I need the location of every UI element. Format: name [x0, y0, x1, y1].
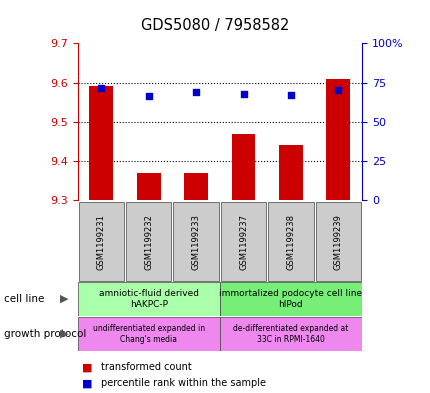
Text: de-differentiated expanded at
33C in RPMI-1640: de-differentiated expanded at 33C in RPM… — [233, 324, 348, 343]
Point — [287, 92, 294, 99]
Bar — [267, 202, 313, 281]
Bar — [137, 173, 160, 200]
Text: ■: ■ — [82, 378, 92, 388]
Text: cell line: cell line — [4, 294, 45, 304]
Bar — [326, 79, 349, 200]
Bar — [184, 173, 208, 200]
Bar — [89, 86, 113, 200]
Text: GSM1199239: GSM1199239 — [333, 214, 342, 270]
Point — [240, 91, 246, 97]
Point — [145, 93, 152, 99]
Point — [334, 86, 341, 93]
Bar — [78, 202, 124, 281]
Text: GSM1199232: GSM1199232 — [144, 214, 153, 270]
Text: GDS5080 / 7958582: GDS5080 / 7958582 — [141, 18, 289, 33]
Text: undifferentiated expanded in
Chang's media: undifferentiated expanded in Chang's med… — [92, 324, 204, 343]
Text: GSM1199238: GSM1199238 — [286, 214, 295, 270]
Bar — [126, 202, 171, 281]
Text: ■: ■ — [82, 362, 92, 373]
Text: GSM1199231: GSM1199231 — [97, 214, 105, 270]
Point — [192, 89, 199, 95]
Text: percentile rank within the sample: percentile rank within the sample — [101, 378, 266, 388]
Text: ▶: ▶ — [59, 329, 68, 339]
Bar — [220, 202, 266, 281]
Bar — [219, 317, 361, 351]
Bar — [77, 317, 219, 351]
Text: amniotic-fluid derived
hAKPC-P: amniotic-fluid derived hAKPC-P — [98, 289, 198, 309]
Text: growth protocol: growth protocol — [4, 329, 86, 339]
Text: GSM1199237: GSM1199237 — [239, 214, 247, 270]
Text: ▶: ▶ — [59, 294, 68, 304]
Bar — [231, 134, 255, 200]
Bar — [173, 202, 218, 281]
Text: transformed count: transformed count — [101, 362, 192, 373]
Point — [98, 85, 104, 92]
Bar — [219, 282, 361, 316]
Bar — [279, 145, 302, 200]
Bar — [315, 202, 360, 281]
Text: GSM1199233: GSM1199233 — [191, 214, 200, 270]
Text: immortalized podocyte cell line
hIPod: immortalized podocyte cell line hIPod — [219, 289, 362, 309]
Bar — [77, 282, 219, 316]
